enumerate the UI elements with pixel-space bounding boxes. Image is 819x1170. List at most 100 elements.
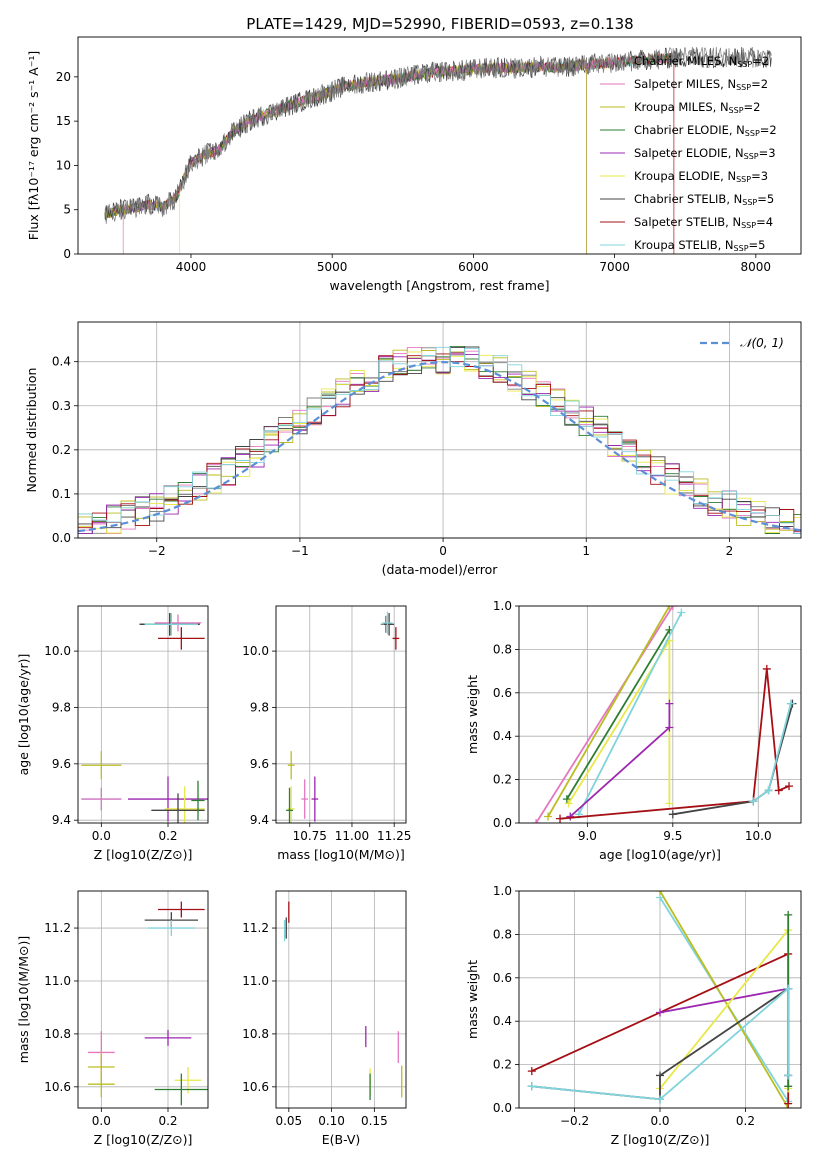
x-tick-label: 10.75 (293, 829, 327, 843)
weight-marker (774, 786, 783, 795)
y-axis-label: age [log10(age/yr)] (16, 654, 31, 776)
y-tick-label: 10.6 (242, 1080, 269, 1094)
y-tick-label: 0.2 (493, 773, 512, 787)
x-tick-label: 4000 (176, 260, 207, 274)
spectrum-line-kroupa-elodie (179, 52, 679, 254)
normal-reference-curve (78, 360, 801, 533)
weight-marker (665, 699, 674, 708)
weight-marker (656, 1095, 664, 1104)
x-tick-label: 5000 (317, 260, 348, 274)
panel-weight_vs_Z: −0.2 0.0 0.2 0.0 0.2 0.4 0.6 0.8 1.0 Z [log10(Z/Z… (465, 884, 802, 1147)
y-tick-label: 0.4 (493, 1014, 512, 1028)
y-tick-label: 9.6 (52, 757, 71, 771)
weight-marker (764, 786, 773, 795)
y-tick-label: 9.4 (250, 813, 269, 827)
y-tick-label: 10 (56, 158, 71, 172)
plot-area (283, 901, 403, 1101)
legend-label: Kroupa STELIB, NSSP=5 (634, 238, 765, 253)
legend-label: Salpeter STELIB, NSSP=4 (634, 215, 773, 230)
y-tick-label: 1.0 (493, 884, 512, 898)
weight-marker (677, 608, 686, 617)
x-axis-label: Z [log10(Z/Z⊙)] (94, 847, 193, 862)
x-tick-label: 0.2 (158, 829, 177, 843)
weight-marker (556, 814, 565, 823)
y-tick-label: 10.8 (242, 1027, 269, 1041)
legend-label: Chabrier MILES, NSSP=2 (634, 54, 769, 69)
panel-weight_vs_age: 9.0 9.5 10.0 0.0 0.2 0.4 0.6 0.8 1.0 age [log10(a… (465, 599, 802, 862)
x-axis-label: age [log10(age/yr)] (599, 847, 721, 862)
weight-marker (564, 799, 573, 808)
y-tick-label: 1.0 (493, 599, 512, 613)
y-tick-label: 20 (56, 70, 71, 84)
weight-line-salpeter-miles (535, 606, 674, 823)
x-tick-label: 0.0 (92, 829, 111, 843)
plot-area (532, 606, 797, 823)
y-axis-label: mass [log10(M/M⊙)] (16, 936, 31, 1064)
x-tick-label: 0.15 (361, 1114, 388, 1128)
axes-frame (77, 605, 209, 824)
weight-line-chabrier-elodie (566, 629, 671, 800)
legend-label: Salpeter ELODIE, NSSP=3 (634, 146, 776, 161)
x-tick-label: 0.10 (318, 1114, 345, 1128)
weight-marker (665, 799, 674, 808)
weight-marker (527, 1067, 536, 1076)
y-tick-label: 9.8 (52, 700, 71, 714)
y-axis-label: Normed distribution (24, 368, 39, 493)
panel-spectrum: 4000 5000 6000 7000 8000 0 5 10 15 20 wavelength [… (26, 36, 802, 293)
axes-frame (518, 605, 802, 824)
weight-marker (562, 795, 571, 804)
legend-label: 𝒩(0, 1) (740, 336, 784, 350)
weight-marker (544, 812, 553, 821)
spectrum-line-chabrier-miles (104, 46, 772, 224)
y-axis-label: Flux [fλ10⁻¹⁷ erg cm⁻² s⁻¹ A⁻¹] (26, 51, 41, 240)
y-tick-label: 9.4 (52, 813, 71, 827)
x-tick-label: 0 (439, 544, 447, 558)
panel-mass_vs_Z: 0.0 0.2 10.6 10.8 11.0 11.2 Z [log10(Z/Z⊙)] mas… (16, 890, 209, 1147)
legend-label: Salpeter MILES, NSSP=2 (634, 77, 768, 92)
y-tick-label: 5 (63, 203, 71, 217)
y-tick-label: 0.2 (52, 443, 71, 457)
x-tick-label: 6000 (458, 260, 489, 274)
residual-histogram (78, 353, 801, 532)
x-axis-label: E(B-V) (322, 1132, 361, 1147)
legend-label: Chabrier ELODIE, NSSP=2 (634, 123, 777, 138)
weight-marker (749, 797, 758, 806)
weight-line-kroupa-miles (659, 891, 789, 1108)
plot-area (527, 891, 793, 1108)
weight-marker (656, 1071, 664, 1080)
figure-title: PLATE=1429, MJD=52990, FIBERID=0593, z=0… (246, 15, 633, 33)
legend-label: Kroupa ELODIE, NSSP=3 (634, 169, 768, 184)
y-tick-label: 0.8 (493, 642, 512, 656)
y-tick-label: 0.3 (52, 399, 71, 413)
y-tick-label: 10.0 (242, 644, 269, 658)
weight-line-kroupa-miles (547, 606, 671, 817)
plot-area (78, 345, 801, 535)
y-axis-label: mass weight (465, 675, 480, 754)
x-tick-label: −2 (148, 544, 166, 558)
x-tick-label: 0.05 (275, 1114, 302, 1128)
spectrum-legend: Chabrier MILES, NSSP=2 Salpeter MILES, NS… (600, 54, 777, 253)
legend-label: Chabrier STELIB, NSSP=5 (634, 192, 774, 207)
axes-frame (77, 321, 802, 539)
x-tick-label: 10.0 (745, 829, 772, 843)
x-axis-label: Z [log10(Z/Z⊙)] (94, 1132, 193, 1147)
y-tick-label: 9.8 (250, 700, 269, 714)
y-tick-label: 0.6 (493, 686, 512, 700)
weight-marker (784, 910, 793, 919)
y-tick-label: 9.6 (250, 757, 269, 771)
y-tick-label: 10.6 (44, 1080, 71, 1094)
weight-marker (784, 1082, 793, 1091)
axes-frame (77, 36, 802, 255)
weight-marker (532, 819, 541, 823)
weight-marker (665, 723, 674, 732)
y-axis-label: mass weight (465, 960, 480, 1039)
x-axis-label: (data-model)/error (382, 562, 499, 577)
weight-marker (527, 1082, 536, 1091)
weight-marker (656, 891, 664, 895)
plot-area (88, 901, 208, 1106)
x-tick-label: −1 (291, 544, 309, 558)
panel-residuals: −2 −1 0 1 2 0.0 0.1 0.2 0.3 0.4 (data-model)/error… (24, 321, 802, 577)
x-tick-label: 0.2 (736, 1114, 755, 1128)
weight-marker (668, 606, 677, 610)
weight-marker (784, 1099, 793, 1108)
